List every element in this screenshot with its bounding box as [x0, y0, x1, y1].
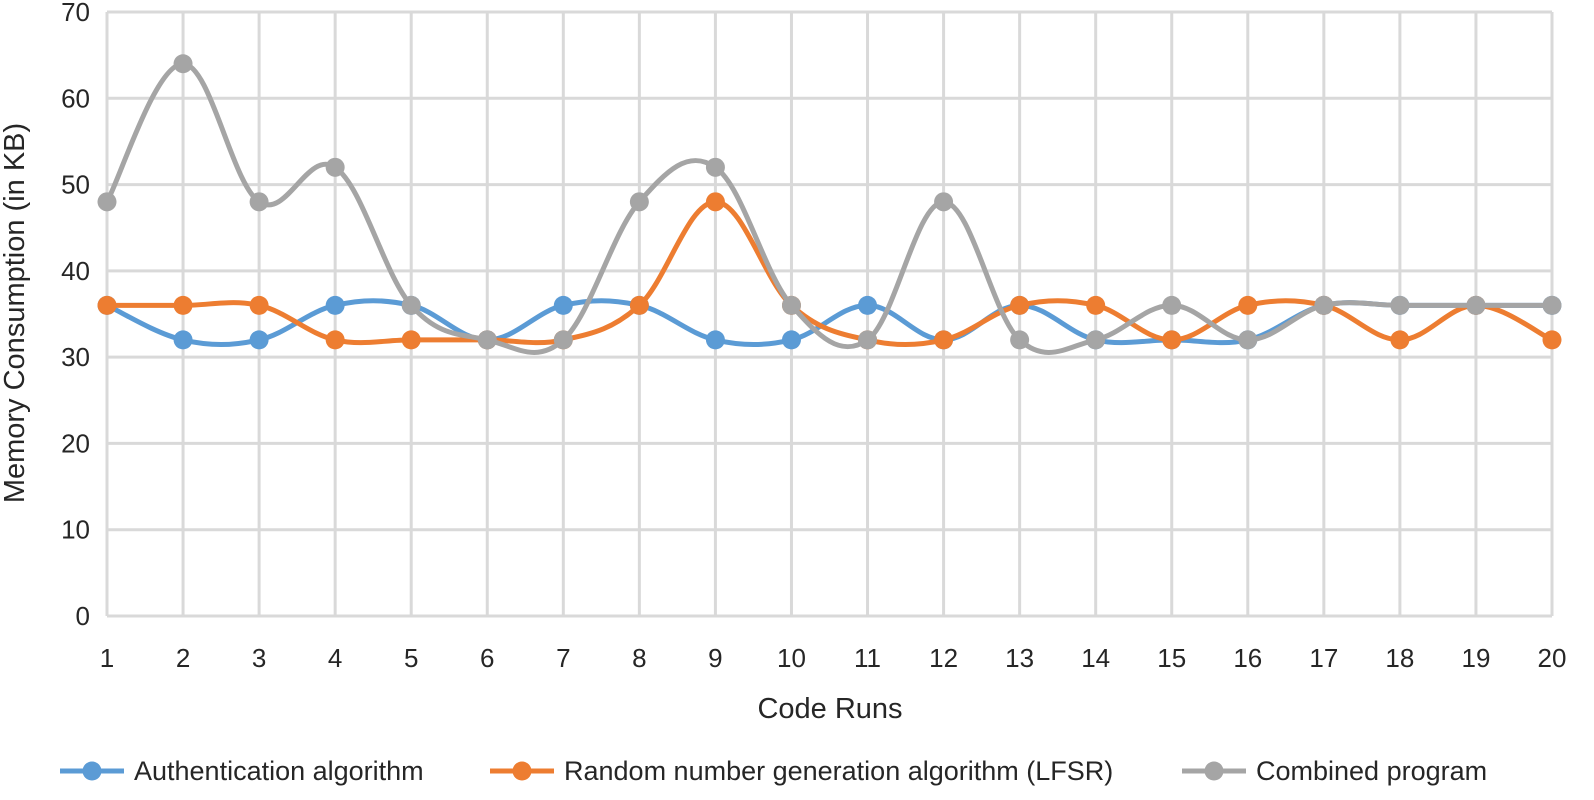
data-point-lfsr — [401, 330, 421, 350]
data-point-combined — [249, 192, 269, 212]
data-point-combined — [1390, 295, 1410, 315]
y-axis-ticks: 0 10 20 30 40 50 60 70 — [61, 0, 90, 631]
data-point-authentication — [173, 330, 193, 350]
x-tick-label: 12 — [929, 643, 958, 673]
x-tick-label: 2 — [176, 643, 190, 673]
data-point-authentication — [781, 330, 801, 350]
x-tick-label: 14 — [1081, 643, 1110, 673]
legend-swatch-marker — [82, 761, 102, 781]
legend-item-combined: Combined program — [1182, 756, 1487, 786]
y-tick-label: 70 — [61, 0, 90, 27]
x-axis-title: Code Runs — [757, 693, 902, 725]
data-point-lfsr — [1086, 295, 1106, 315]
data-point-lfsr — [325, 330, 345, 350]
x-tick-label: 16 — [1233, 643, 1262, 673]
legend-swatch-marker — [1204, 761, 1224, 781]
x-tick-label: 7 — [556, 643, 570, 673]
data-point-combined — [1162, 295, 1182, 315]
data-point-authentication — [705, 330, 725, 350]
data-point-lfsr — [1238, 295, 1258, 315]
data-point-lfsr — [934, 330, 954, 350]
data-point-lfsr — [1390, 330, 1410, 350]
data-point-lfsr — [249, 295, 269, 315]
data-point-lfsr — [705, 192, 725, 212]
data-point-authentication — [249, 330, 269, 350]
x-tick-label: 17 — [1309, 643, 1338, 673]
x-tick-label: 5 — [404, 643, 418, 673]
x-tick-label: 18 — [1385, 643, 1414, 673]
y-tick-label: 30 — [61, 342, 90, 372]
x-tick-label: 11 — [854, 643, 881, 673]
data-point-combined — [1238, 330, 1258, 350]
data-point-lfsr — [173, 295, 193, 315]
x-tick-label: 20 — [1538, 643, 1567, 673]
y-tick-label: 0 — [76, 601, 90, 631]
data-point-authentication — [553, 295, 573, 315]
gridlines — [105, 10, 1554, 618]
series-combined — [97, 54, 1562, 355]
data-point-combined — [1314, 295, 1334, 315]
data-point-combined — [858, 330, 878, 350]
legend-label: Random number generation algorithm (LFSR… — [564, 756, 1113, 786]
x-tick-label: 3 — [252, 643, 266, 673]
data-point-combined — [1466, 295, 1486, 315]
y-tick-label: 20 — [61, 428, 90, 458]
data-point-combined — [1086, 330, 1106, 350]
data-point-combined — [553, 330, 573, 350]
data-point-combined — [705, 157, 725, 177]
x-tick-label: 10 — [777, 643, 806, 673]
legend-label: Authentication algorithm — [134, 756, 424, 786]
legend-item-authentication: Authentication algorithm — [60, 756, 424, 786]
legend-label: Combined program — [1256, 756, 1487, 786]
y-tick-label: 50 — [61, 170, 90, 200]
data-point-combined — [401, 295, 421, 315]
data-point-combined — [325, 157, 345, 177]
data-point-lfsr — [1010, 295, 1030, 315]
x-tick-label: 9 — [708, 643, 722, 673]
legend: Authentication algorithm Random number ge… — [60, 756, 1487, 786]
x-tick-label: 6 — [480, 643, 494, 673]
data-point-lfsr — [1162, 330, 1182, 350]
data-point-combined — [477, 330, 497, 350]
data-point-lfsr — [1542, 330, 1562, 350]
x-tick-label: 8 — [632, 643, 646, 673]
data-point-combined — [173, 54, 193, 74]
data-point-authentication — [858, 295, 878, 315]
data-point-authentication — [325, 295, 345, 315]
y-tick-label: 60 — [61, 83, 90, 113]
data-point-combined — [97, 192, 117, 212]
data-point-combined — [1010, 330, 1030, 350]
x-tick-label: 13 — [1005, 643, 1034, 673]
data-point-combined — [629, 192, 649, 212]
x-axis-ticks: 1 2 3 4 5 6 7 8 9 10 11 12 13 14 15 16 17 18 19 20 — [100, 643, 1567, 673]
x-tick-label: 4 — [328, 643, 342, 673]
y-tick-label: 40 — [61, 256, 90, 286]
legend-item-lfsr: Random number generation algorithm (LFSR… — [490, 756, 1113, 786]
legend-swatch-marker — [512, 761, 532, 781]
data-point-combined — [781, 295, 801, 315]
series-group — [97, 54, 1562, 355]
x-tick-label: 19 — [1461, 643, 1490, 673]
data-point-lfsr — [97, 295, 117, 315]
x-tick-label: 1 — [100, 643, 114, 673]
y-axis-title: Memory Consumption (in KB) — [0, 123, 31, 503]
data-point-combined — [1542, 295, 1562, 315]
y-tick-label: 10 — [61, 515, 90, 545]
data-point-combined — [934, 192, 954, 212]
x-tick-label: 15 — [1157, 643, 1186, 673]
data-point-lfsr — [629, 295, 649, 315]
